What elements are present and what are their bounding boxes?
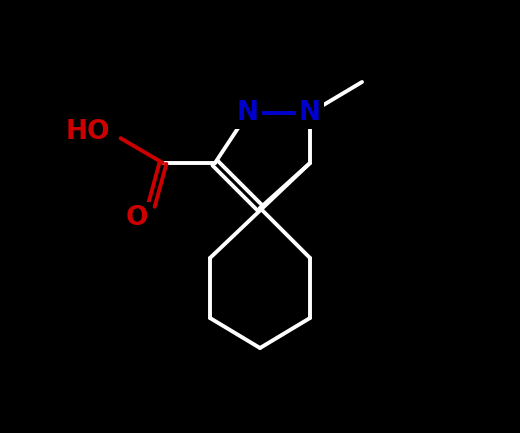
Text: N: N: [299, 100, 321, 126]
Text: N: N: [237, 100, 259, 126]
Text: HO: HO: [66, 119, 110, 145]
Text: O: O: [125, 205, 148, 231]
